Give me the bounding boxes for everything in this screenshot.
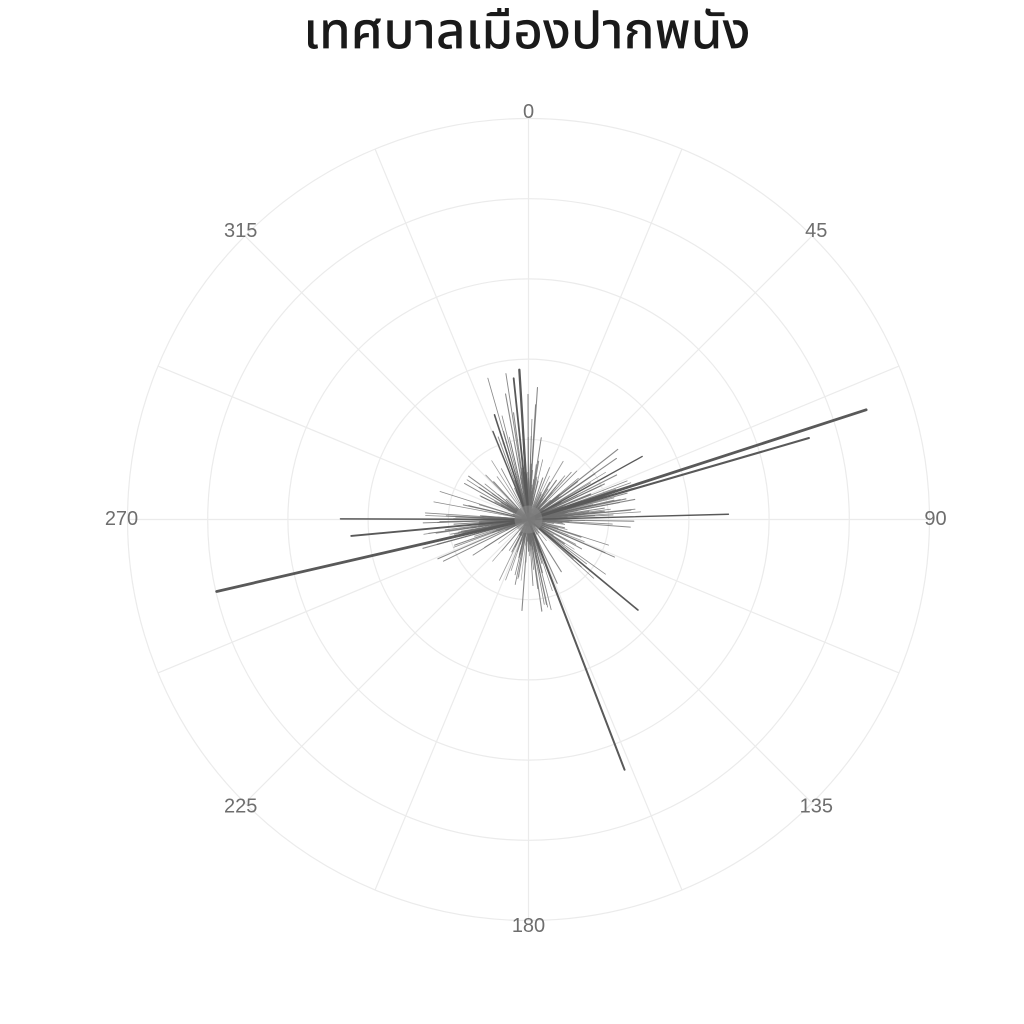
svg-text:315: 315 (224, 220, 257, 242)
svg-text:225: 225 (224, 796, 257, 818)
svg-text:180: 180 (512, 915, 545, 937)
svg-text:270: 270 (105, 508, 138, 530)
svg-text:90: 90 (924, 508, 946, 530)
svg-text:45: 45 (805, 220, 827, 242)
svg-text:135: 135 (800, 796, 833, 818)
svg-text:0: 0 (523, 101, 534, 123)
